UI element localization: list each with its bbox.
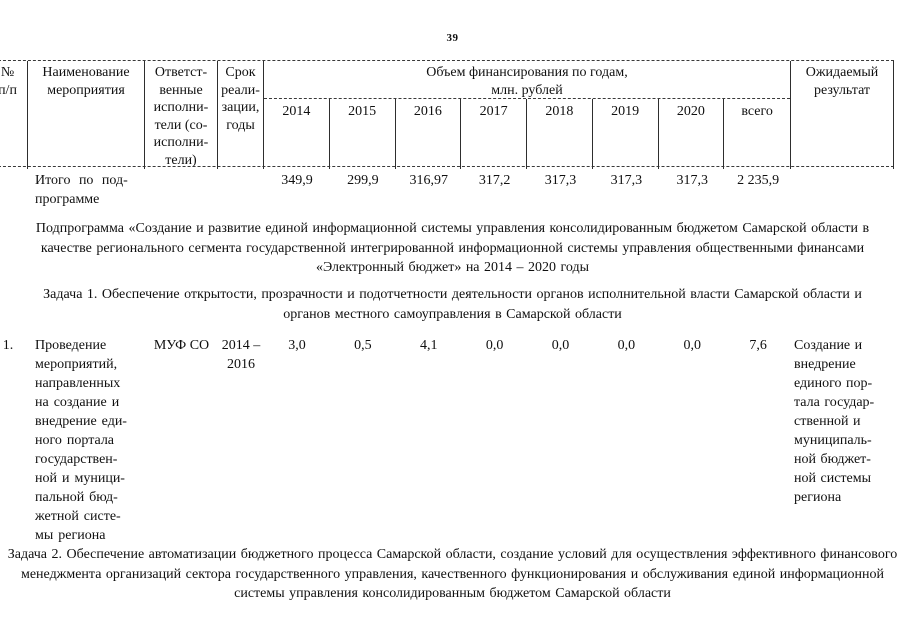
total-row-resp-cell <box>145 171 218 209</box>
row1-value-sum: 7,6 <box>749 338 767 353</box>
row1-responsible: МУФ СО <box>153 338 210 353</box>
row1-expected-result: Создание и внедрение единого пор- тала г… <box>794 338 875 505</box>
row1-value-2020: 0,0 <box>683 338 701 353</box>
total-row-values: 349,9 299,9 316,97 317,2 317,3 317,3 317… <box>264 171 791 209</box>
total-value-2014: 349,9 <box>281 173 313 188</box>
year-header-2020: 2020 <box>659 99 725 169</box>
total-value-2016: 316,97 <box>409 173 448 188</box>
total-row-result-cell <box>791 171 894 209</box>
total-row-term-cell <box>218 171 264 209</box>
table-row-1: 1. Проведение мероприятий, направленных … <box>0 336 894 545</box>
row1-value-2017: 0,0 <box>485 338 504 353</box>
total-row-label: Итого по под- программе <box>35 173 128 207</box>
header-col-responsible: Ответст- венные исполни- тели (со- испол… <box>145 61 218 169</box>
total-value-2019: 317,3 <box>610 173 643 188</box>
subprogram-heading: Подпрограмма «Создание и развитие единой… <box>35 221 870 275</box>
row1-value-2015: 0,5 <box>354 338 372 353</box>
row1-values: 3,0 0,5 4,1 0,0 0,0 0,0 0,0 7,6 <box>264 336 791 545</box>
year-subheader-row: 2014 2015 2016 2017 2018 2019 2020 всего <box>264 99 790 169</box>
header-col-num: № п/п <box>0 61 28 169</box>
total-value-2018: 317,3 <box>544 173 577 188</box>
year-header-2015: 2015 <box>330 99 396 169</box>
header-col-expected-result: Ожидаемый результат <box>791 61 894 169</box>
task2-heading: Задача 2. Обеспечение автоматизации бюдж… <box>7 547 898 601</box>
year-header-2016: 2016 <box>396 99 462 169</box>
header-col-name: Наименование мероприятия <box>28 61 145 169</box>
year-header-total: всего <box>741 104 773 119</box>
task1-heading: Задача 1. Обеспечение открытости, прозра… <box>43 287 862 322</box>
header-col-financing-group: Объем финансирования по годам, млн. рубл… <box>264 61 791 169</box>
total-value-2015: 299,9 <box>347 173 379 188</box>
row1-measure-name: Проведение мероприятий, направленных на … <box>35 338 127 543</box>
page-number: 39 <box>446 32 459 44</box>
header-col-term: Срок реали- зации, годы <box>218 61 264 169</box>
total-row-num-cell <box>0 171 28 209</box>
total-value-sum: 2 235,9 <box>737 173 780 188</box>
row1-value-2019: 0,0 <box>617 338 636 353</box>
row1-value-2016: 4,1 <box>419 338 438 353</box>
row1-value-2014: 3,0 <box>288 338 306 353</box>
financing-group-title: Объем финансирования по годам, млн. рубл… <box>264 61 790 99</box>
table-header-row: № п/п Наименование мероприятия Ответст- … <box>0 60 894 169</box>
year-header-2018: 2018 <box>527 99 593 169</box>
subprogram-total-row: Итого по под- программе 349,9 299,9 316,… <box>0 171 894 209</box>
row1-term: 2014 – 2016 <box>221 338 261 372</box>
row1-number: 1. <box>2 338 14 353</box>
total-value-2020: 317,3 <box>676 173 708 188</box>
budget-table: № п/п Наименование мероприятия Ответст- … <box>0 60 894 580</box>
total-value-2017: 317,2 <box>478 173 511 188</box>
year-header-2019: 2019 <box>593 99 659 169</box>
row1-value-2018: 0,0 <box>551 338 570 353</box>
year-header-2017: 2017 <box>461 99 527 169</box>
year-header-2014: 2014 <box>264 99 330 169</box>
